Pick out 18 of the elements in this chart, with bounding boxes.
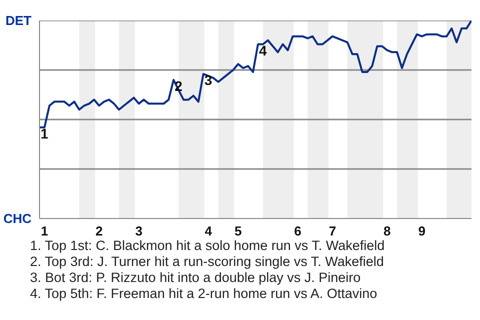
annotation: 3 (204, 72, 212, 88)
x-tick-label: 7 (328, 224, 336, 238)
text: 3. Bot 3rd: P. Rizzuto hit into a double play vs J. Pineiro (30, 270, 362, 286)
x-tick-label: 9 (418, 224, 426, 238)
x-tick-label: 3 (135, 224, 142, 238)
text: DET (6, 13, 32, 28)
x-tick-label: 6 (294, 224, 302, 238)
x-tick-label: 4 (204, 224, 213, 238)
x-tick-label: 1 (40, 224, 48, 238)
text: 4. Top 5th: F. Freeman hit a 2-run home run vs A. Ottavino (30, 286, 378, 302)
x-tick-label: 8 (383, 224, 391, 238)
text: CHC (3, 211, 32, 226)
text: 2. Top 3rd: J. Turner hit a run-scoring single vs T. Wakefield (30, 254, 385, 270)
x-tick-label: 5 (234, 224, 242, 238)
annotation: 1 (40, 125, 48, 142)
x-tick-label: 2 (95, 224, 103, 238)
annotation: 4 (258, 42, 267, 58)
text: 1. Top 1st: C. Blackmon hit a solo home run vs T. Wakefield (30, 238, 385, 254)
